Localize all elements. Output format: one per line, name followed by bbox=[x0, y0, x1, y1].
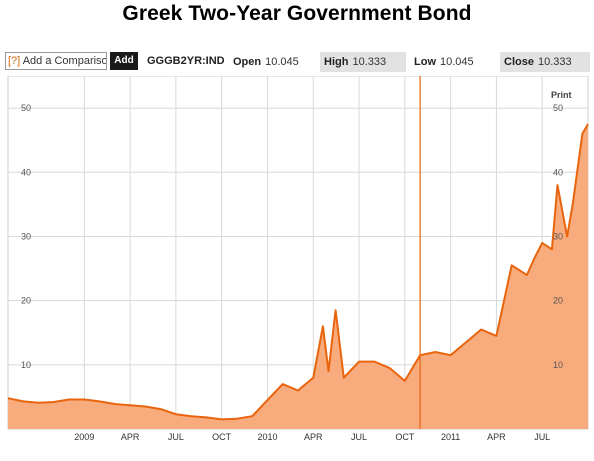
y-tick-label-right: 20 bbox=[553, 296, 563, 306]
x-tick-label: OCT bbox=[212, 432, 232, 442]
series-area-fill bbox=[8, 124, 588, 429]
close-stat: Close 10.333 bbox=[500, 52, 590, 72]
y-tick-label-left: 40 bbox=[21, 167, 31, 177]
open-label: Open bbox=[233, 56, 262, 68]
y-tick-label-left: 10 bbox=[21, 360, 31, 370]
x-tick-label: JUL bbox=[168, 432, 184, 442]
help-icon[interactable]: [?] bbox=[8, 55, 21, 67]
axis-layer: 2009 APR JUL OCT 2010 APR JUL OCT 2011 APR JUL 10 10… bbox=[21, 103, 563, 442]
x-tick-label: JUL bbox=[534, 432, 550, 442]
y-tick-label-right: 10 bbox=[553, 360, 563, 370]
x-tick-label: 2011 bbox=[441, 432, 460, 442]
x-tick-label: APR bbox=[487, 432, 506, 442]
bond-yield-chart[interactable]: 2009 APR JUL OCT 2010 APR JUL OCT 2011 APR JUL 10 10… bbox=[0, 75, 594, 456]
chart-toolbar: [?] Add a Comparison Add GGGB2YR:IND Ope… bbox=[0, 50, 594, 74]
x-tick-label: JUL bbox=[351, 432, 367, 442]
y-tick-label-left: 50 bbox=[21, 103, 31, 113]
low-value: 10.045 bbox=[440, 56, 474, 68]
print-button[interactable]: Print bbox=[551, 90, 572, 100]
series-line bbox=[7, 123, 589, 421]
chart-area[interactable]: 2009 APR JUL OCT 2010 APR JUL OCT 2011 APR JUL 10 10… bbox=[0, 75, 594, 456]
ticker-symbol: GGGB2YR:IND bbox=[147, 55, 225, 67]
y-tick-label-right: 30 bbox=[553, 231, 563, 241]
x-tick-label: APR bbox=[121, 432, 140, 442]
close-label: Close bbox=[504, 56, 534, 68]
high-label: High bbox=[324, 56, 349, 68]
high-value: 10.333 bbox=[352, 56, 387, 68]
y-tick-label-left: 20 bbox=[21, 296, 31, 306]
y-tick-label-right: 40 bbox=[553, 167, 563, 177]
x-tick-label: APR bbox=[304, 432, 323, 442]
close-value: 10.333 bbox=[537, 56, 572, 68]
low-stat: Low 10.045 bbox=[410, 52, 496, 72]
add-comparison-placeholder: Add a Comparison bbox=[22, 55, 107, 67]
x-tick-label: 2009 bbox=[74, 432, 94, 442]
add-button[interactable]: Add bbox=[110, 52, 138, 70]
open-value: 10.045 bbox=[265, 56, 299, 68]
y-tick-label-right: 50 bbox=[553, 103, 563, 113]
area-layer bbox=[7, 76, 589, 429]
add-comparison-input[interactable]: [?] Add a Comparison bbox=[5, 52, 107, 70]
low-label: Low bbox=[414, 56, 436, 68]
high-stat: High 10.333 bbox=[320, 52, 406, 72]
page-title: Greek Two-Year Government Bond bbox=[122, 2, 472, 25]
x-tick-label: 2010 bbox=[257, 432, 277, 442]
x-tick-label: OCT bbox=[395, 432, 415, 442]
y-tick-label-left: 30 bbox=[21, 231, 31, 241]
open-stat: Open 10.045 bbox=[229, 52, 315, 72]
